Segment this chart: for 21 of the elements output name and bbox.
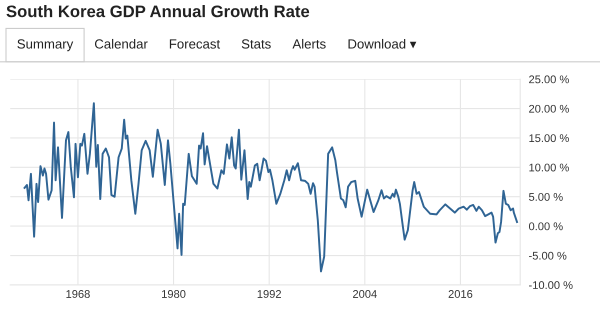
y-tick-label: 0.00 % (528, 222, 563, 230)
x-tick-label: 1968 (66, 290, 90, 298)
x-tick-label: 1992 (258, 290, 281, 298)
text: Forecast (170, 39, 220, 49)
y-tick-label: 20.00 % (529, 104, 569, 113)
y-tick-label: 25.00 % (529, 75, 569, 84)
text: Alerts (292, 38, 326, 49)
y-tick-label: 10.00 % (529, 164, 569, 172)
chart-title: South Korea GDP Annual Growth Rate (6, 5, 310, 18)
y-tick-label: 5.00 % (528, 192, 563, 201)
x-tick-label: 2004 (353, 290, 377, 298)
y-tick-label: -5.00 % (529, 252, 566, 260)
text: Stats (242, 39, 271, 49)
x-tick-label: 1980 (162, 290, 186, 298)
x-tick-label: 2016 (448, 290, 472, 298)
text: Download ▾ (348, 38, 416, 49)
text: Calendar (94, 38, 148, 49)
line-series (24, 102, 518, 272)
text: Summary (17, 39, 74, 52)
y-tick-label: 15.00 % (529, 134, 569, 142)
y-tick-label: -10.00 % (529, 281, 573, 290)
